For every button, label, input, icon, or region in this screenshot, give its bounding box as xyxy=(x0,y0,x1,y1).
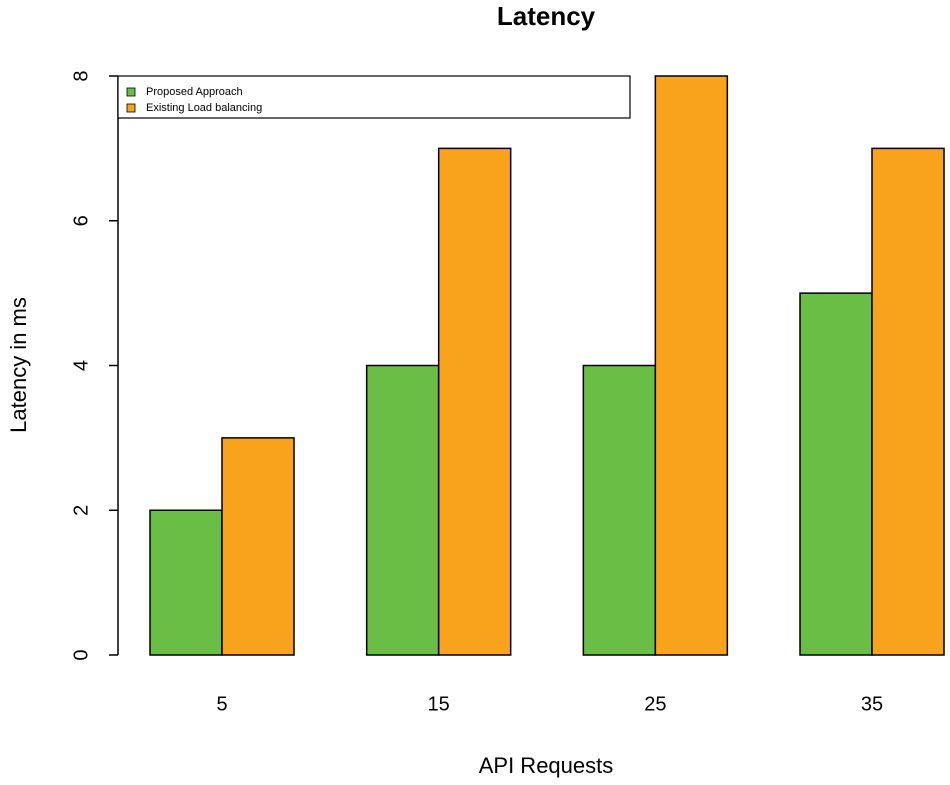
x-tick-label: 15 xyxy=(428,693,450,715)
y-axis-label: Latency in ms xyxy=(6,297,31,433)
bar xyxy=(149,509,223,656)
y-tick-label: 4 xyxy=(70,360,92,371)
x-tick-label: 35 xyxy=(861,693,883,715)
y-tick-label: 0 xyxy=(70,649,92,660)
legend-box xyxy=(117,75,631,119)
bar xyxy=(582,364,657,656)
bar xyxy=(871,147,945,656)
legend-swatch xyxy=(126,87,136,97)
bar xyxy=(437,147,512,656)
legend-label: Existing Load balancing xyxy=(146,102,262,114)
bar xyxy=(654,75,729,656)
y-tick-label: 8 xyxy=(70,70,92,81)
y-tick-label: 6 xyxy=(70,215,92,226)
legend-swatch xyxy=(126,103,136,113)
x-axis-label: API Requests xyxy=(479,753,614,778)
legend-label: Proposed Approach xyxy=(146,86,243,98)
x-tick-label: 5 xyxy=(216,693,227,715)
bar xyxy=(799,292,873,656)
bar xyxy=(221,437,295,656)
bar xyxy=(365,364,440,656)
chart-title: Latency xyxy=(497,1,596,31)
x-tick-label: 25 xyxy=(644,693,666,715)
y-tick-label: 2 xyxy=(70,505,92,516)
